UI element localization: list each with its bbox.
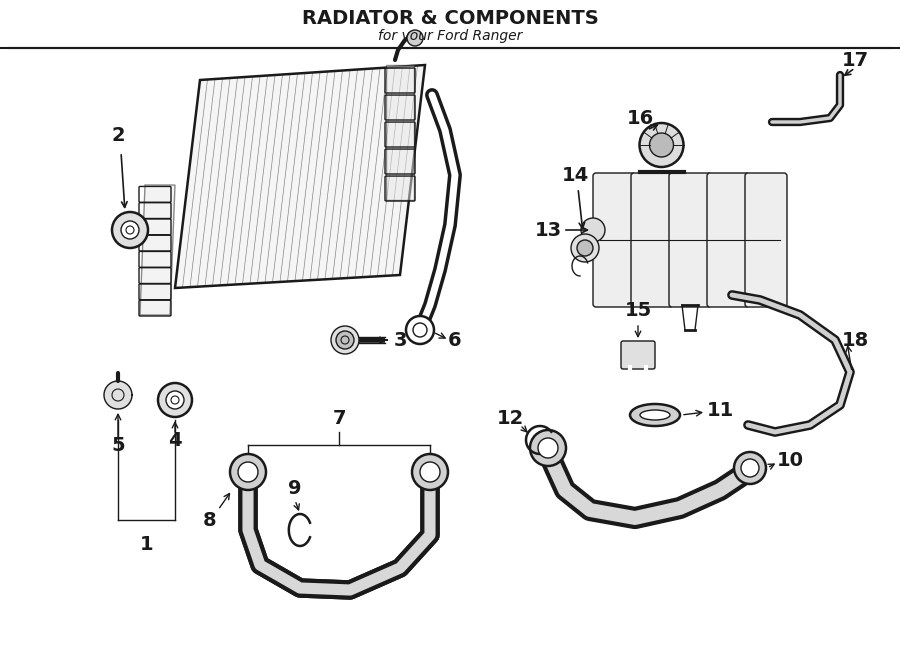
Circle shape: [166, 391, 184, 409]
FancyBboxPatch shape: [669, 173, 711, 307]
Polygon shape: [175, 65, 425, 288]
Circle shape: [571, 234, 599, 262]
Circle shape: [238, 462, 258, 482]
Circle shape: [412, 454, 448, 490]
Text: 14: 14: [562, 166, 589, 185]
Text: 5: 5: [112, 436, 125, 455]
Circle shape: [650, 133, 673, 157]
Text: 15: 15: [625, 301, 652, 320]
FancyBboxPatch shape: [631, 173, 673, 307]
Text: 7: 7: [332, 408, 346, 428]
Circle shape: [741, 459, 759, 477]
Text: 11: 11: [706, 401, 733, 420]
FancyBboxPatch shape: [593, 173, 635, 307]
Text: 8: 8: [203, 510, 217, 530]
Text: 10: 10: [777, 451, 804, 469]
Circle shape: [331, 326, 359, 354]
Polygon shape: [386, 65, 414, 200]
Circle shape: [420, 462, 440, 482]
Circle shape: [406, 316, 434, 344]
Circle shape: [581, 218, 605, 242]
Text: 13: 13: [535, 220, 562, 240]
Circle shape: [336, 331, 354, 349]
Circle shape: [577, 240, 593, 256]
Circle shape: [530, 430, 566, 466]
Text: 17: 17: [842, 50, 868, 70]
Circle shape: [538, 438, 558, 458]
Circle shape: [734, 452, 766, 484]
Text: 16: 16: [626, 109, 653, 128]
Circle shape: [407, 30, 423, 46]
Text: 18: 18: [842, 330, 868, 350]
Circle shape: [121, 221, 139, 239]
Text: 3: 3: [393, 330, 407, 350]
Text: 1: 1: [140, 536, 154, 555]
FancyBboxPatch shape: [707, 173, 749, 307]
Circle shape: [112, 212, 148, 248]
FancyBboxPatch shape: [745, 173, 787, 307]
Text: for your Ford Ranger: for your Ford Ranger: [378, 29, 522, 43]
Polygon shape: [140, 185, 175, 315]
Text: RADIATOR & COMPONENTS: RADIATOR & COMPONENTS: [302, 9, 598, 28]
Ellipse shape: [630, 404, 680, 426]
Polygon shape: [104, 381, 132, 409]
FancyBboxPatch shape: [621, 341, 655, 369]
Text: 12: 12: [497, 408, 524, 428]
Circle shape: [158, 383, 192, 417]
Circle shape: [230, 454, 266, 490]
Text: 2: 2: [112, 126, 125, 144]
Text: 6: 6: [448, 330, 462, 350]
Ellipse shape: [640, 410, 670, 420]
Text: 9: 9: [288, 479, 302, 498]
Text: 4: 4: [168, 430, 182, 449]
Circle shape: [640, 123, 683, 167]
